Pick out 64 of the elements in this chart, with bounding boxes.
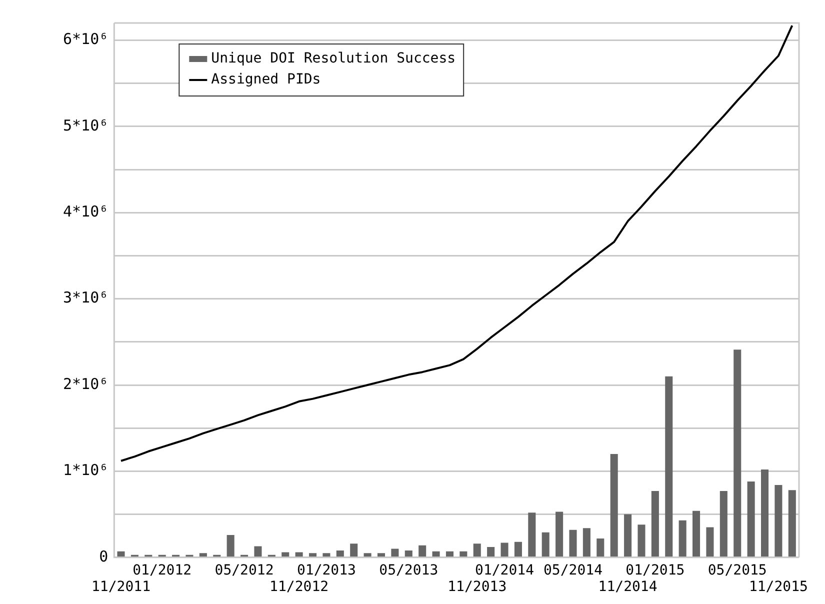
x-tick-label: 01/2014	[475, 562, 534, 578]
bar	[542, 532, 550, 557]
bar	[364, 553, 372, 557]
x-tick-label: 01/2012	[132, 562, 192, 578]
bar	[582, 528, 590, 557]
y-tick-label: 3*10⁶	[63, 288, 108, 307]
x-tick-label: 11/2011	[91, 579, 151, 596]
bar	[514, 542, 522, 557]
bar	[500, 542, 508, 557]
bar	[117, 551, 125, 557]
x-tick-label: 11/2015	[748, 579, 808, 596]
bar	[350, 544, 358, 557]
bar	[624, 514, 632, 557]
y-tick-label: 4*10⁶	[63, 202, 108, 221]
bar	[322, 553, 330, 557]
bar	[556, 512, 564, 557]
bar	[295, 552, 303, 557]
x-tick-label: 11/2012	[270, 579, 329, 596]
x-tick-label: 01/2013	[296, 562, 356, 578]
bar	[706, 527, 714, 557]
y-tick-label: 6*10⁶	[63, 30, 108, 48]
x-tick-label: 05/2013	[379, 562, 438, 578]
x-tick-label: 01/2015	[626, 562, 685, 578]
bar	[226, 534, 234, 557]
bar	[610, 454, 618, 557]
bar	[404, 550, 412, 557]
y-tick-label: 5*10⁶	[63, 116, 108, 134]
bar	[760, 469, 769, 557]
bar	[774, 485, 782, 557]
bar	[747, 482, 755, 557]
bar	[651, 491, 659, 557]
bar	[391, 548, 399, 557]
bar	[638, 524, 646, 557]
bar	[460, 551, 468, 557]
bar	[692, 510, 700, 557]
bar	[596, 538, 604, 557]
legend-label: Unique DOI Resolution Success	[211, 50, 456, 67]
x-tick-label: 05/2014	[543, 562, 603, 578]
y-tick-label: 0	[99, 547, 108, 566]
bar	[377, 553, 386, 557]
bar	[665, 376, 673, 557]
y-tick-label: 1*10⁶	[63, 461, 108, 480]
bar	[432, 551, 440, 557]
bar	[199, 553, 207, 557]
bar	[720, 491, 728, 557]
bar	[788, 490, 796, 557]
bar	[487, 547, 495, 557]
bar	[678, 520, 686, 557]
bar	[446, 551, 454, 557]
bar	[308, 553, 317, 557]
bar	[282, 552, 290, 557]
x-tick-label: 11/2014	[598, 579, 658, 596]
y-tick-label: 2*10⁶	[63, 374, 108, 393]
x-tick-label: 05/2012	[214, 562, 274, 578]
bar	[473, 544, 481, 557]
x-tick-label: 05/2015	[708, 562, 767, 578]
bar	[528, 512, 536, 557]
bar	[336, 550, 344, 557]
legend-label: Assigned PIDs	[211, 72, 321, 88]
bar	[254, 546, 262, 557]
bar	[569, 530, 577, 557]
bar	[418, 545, 426, 557]
bar	[734, 350, 742, 557]
x-tick-label: 11/2013	[448, 579, 507, 596]
